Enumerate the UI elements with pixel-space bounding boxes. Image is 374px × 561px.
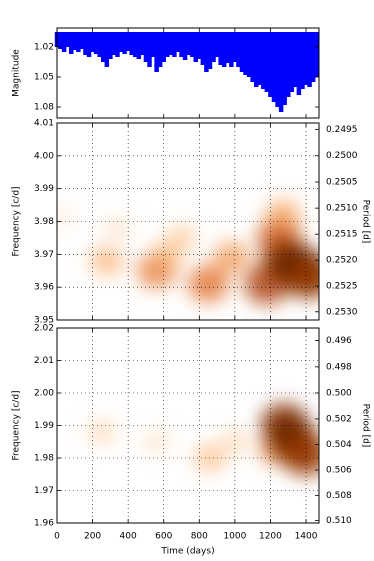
y-tick-label: 4.00 bbox=[34, 151, 54, 161]
y2-tick-label: 0.498 bbox=[326, 362, 352, 372]
x-tick-label: 1000 bbox=[223, 532, 246, 542]
y-axis-label: Frequency [c/d] bbox=[12, 186, 22, 256]
y2-tick-label: 0.2495 bbox=[326, 125, 358, 135]
y2-tick-label: 0.2530 bbox=[326, 307, 358, 317]
y2-tick-label: 0.2515 bbox=[326, 230, 358, 240]
y-tick-label: 2.02 bbox=[34, 324, 54, 334]
plot-frame bbox=[56, 327, 320, 524]
heat-blob bbox=[89, 246, 124, 276]
x-tick-label: 400 bbox=[120, 532, 137, 542]
y2-tick-label: 0.496 bbox=[326, 336, 352, 346]
y-tick-label: 2.00 bbox=[34, 389, 54, 399]
x-tick-label: 0 bbox=[54, 532, 60, 542]
heat-blob bbox=[213, 241, 250, 274]
heat-blob bbox=[103, 215, 132, 241]
heat-blob bbox=[286, 256, 319, 299]
heat-blob bbox=[187, 265, 229, 303]
y-tick-label: 1.96 bbox=[34, 519, 54, 529]
y-tick-label: 1.97 bbox=[34, 486, 54, 496]
panel: 4.01 4.00 3.99 3.98 3.97 3.96 3.95 0.2495 0.2500… bbox=[12, 119, 371, 326]
y2-tick-label: 0.504 bbox=[326, 440, 352, 450]
heat-blob bbox=[220, 428, 250, 455]
y2-tick-label: 0.510 bbox=[326, 516, 352, 526]
y-tick-label: 2.01 bbox=[34, 356, 54, 366]
plot-frame bbox=[56, 27, 320, 119]
y-tick-label: 1.99 bbox=[34, 421, 54, 431]
plot-frame bbox=[56, 122, 320, 321]
y-tick-label: 3.96 bbox=[34, 283, 54, 293]
x-axis-label: Time (days) bbox=[160, 547, 214, 557]
y-tick-label: 3.98 bbox=[34, 217, 54, 227]
y-axis-label: Magnitude bbox=[12, 49, 22, 97]
panel: 0 200 400 600 800 1000 1200 1400 2.02 2.01 2.00 1.9… bbox=[12, 324, 371, 557]
x-tick-label: 800 bbox=[191, 532, 208, 542]
x-tick-label: 200 bbox=[84, 532, 101, 542]
y2-tick-label: 0.2520 bbox=[326, 256, 358, 266]
y-axis-label: Frequency [c/d] bbox=[12, 390, 22, 460]
heat-blob bbox=[282, 433, 319, 476]
y2-axis-label: Period [d] bbox=[361, 200, 371, 244]
y-tick-label: 1.05 bbox=[34, 73, 54, 83]
y2-tick-label: 0.2510 bbox=[326, 204, 358, 214]
heat-blob bbox=[142, 429, 171, 454]
heat-blob bbox=[265, 199, 301, 231]
heat-blob bbox=[166, 224, 198, 252]
heat-blob bbox=[86, 419, 117, 445]
y-tick-label: 1.98 bbox=[34, 454, 54, 464]
y2-tick-label: 0.506 bbox=[326, 466, 352, 476]
heat-blob bbox=[57, 206, 74, 230]
y-tick-label: 1.08 bbox=[34, 103, 54, 113]
y2-tick-label: 0.2525 bbox=[326, 282, 358, 292]
heatmap bbox=[57, 199, 319, 305]
blobs bbox=[57, 199, 319, 305]
y2-tick-label: 0.508 bbox=[326, 491, 352, 501]
y-tick-label: 1.02 bbox=[34, 43, 54, 53]
x-tick-label: 1200 bbox=[259, 532, 282, 542]
y-tick-label: 3.95 bbox=[34, 316, 54, 326]
heatmap bbox=[86, 403, 319, 476]
blobs bbox=[86, 403, 319, 476]
x-tick-label: 1400 bbox=[295, 532, 318, 542]
x-tick-label: 600 bbox=[155, 532, 172, 542]
y2-tick-label: 0.2505 bbox=[326, 177, 358, 187]
y2-tick-label: 0.2500 bbox=[326, 151, 358, 161]
y-tick-label: 3.97 bbox=[34, 250, 54, 260]
panel: 1.02 1.05 1.08 Magnitude bbox=[12, 27, 320, 119]
y2-tick-label: 0.502 bbox=[326, 414, 352, 424]
y2-tick-label: 0.500 bbox=[326, 388, 352, 398]
y-tick-label: 4.01 bbox=[34, 119, 54, 129]
y2-axis-label: Period [d] bbox=[361, 404, 371, 448]
y-tick-label: 3.99 bbox=[34, 184, 54, 194]
